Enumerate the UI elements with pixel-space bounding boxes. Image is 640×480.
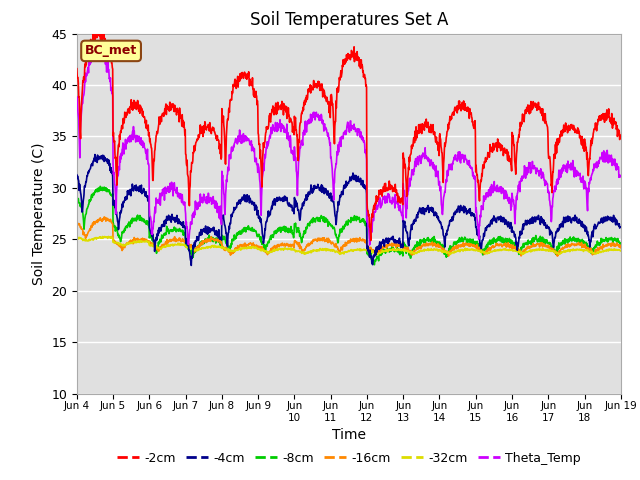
Text: BC_met: BC_met — [85, 44, 137, 58]
Title: Soil Temperatures Set A: Soil Temperatures Set A — [250, 11, 448, 29]
X-axis label: Time: Time — [332, 428, 366, 443]
Y-axis label: Soil Temperature (C): Soil Temperature (C) — [31, 143, 45, 285]
Legend: -2cm, -4cm, -8cm, -16cm, -32cm, Theta_Temp: -2cm, -4cm, -8cm, -16cm, -32cm, Theta_Te… — [112, 447, 586, 469]
